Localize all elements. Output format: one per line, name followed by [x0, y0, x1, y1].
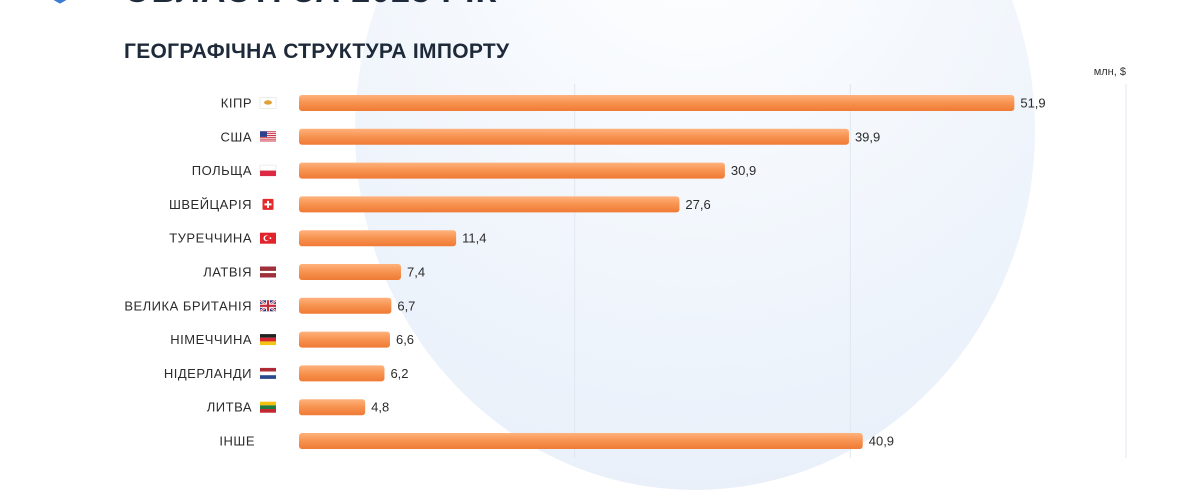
bar-row: ЛАТВІЯ 7,4: [203, 264, 425, 280]
poland-flag-icon: [259, 164, 277, 177]
bar: [299, 128, 849, 145]
germany-flag-icon: [260, 334, 276, 346]
usa-flag-icon: [260, 131, 276, 143]
bar-row: ЛИТВА 4,8: [207, 399, 389, 416]
bar-row: ВЕЛИКА БРИТАНІЯ 6,7: [124, 297, 415, 314]
category-label: ТУРЕЧЧИНА: [169, 231, 252, 246]
bar-row: ПОЛЬЩА 30,9: [192, 162, 756, 179]
value-label: 30,9: [731, 163, 756, 178]
bar-chart: КІПР 51,9 США 39,9 ПОЛЬЩА 30,9 ШВЕЙЦАРІЯ 27,6 ТУ…: [124, 84, 1127, 458]
bar: [299, 230, 457, 247]
netherlands-flag-icon: [259, 367, 277, 379]
bar-row: НІМЕЧЧИНА 6,6: [170, 331, 414, 348]
value-label: 27,6: [685, 197, 710, 212]
category-label: ЛИТВА: [207, 400, 252, 415]
value-label: 51,9: [1020, 96, 1045, 111]
value-label: 7,4: [407, 265, 425, 280]
value-label: 4,8: [371, 400, 389, 415]
category-label: НІДЕРЛАНДИ: [164, 366, 252, 381]
bar: [299, 264, 401, 280]
lithuania-flag-icon: [260, 401, 276, 413]
bar: [299, 297, 392, 314]
value-label: 6,6: [396, 332, 414, 347]
bar-row: ТУРЕЧЧИНА 11,4: [169, 230, 486, 247]
bar: [299, 162, 725, 179]
category-label: ЛАТВІЯ: [203, 265, 252, 280]
bar: [299, 196, 680, 213]
category-label: ШВЕЙЦАРІЯ: [169, 197, 252, 212]
bar: [299, 331, 390, 348]
bar-row: ШВЕЙЦАРІЯ 27,6: [169, 196, 711, 213]
value-label: 40,9: [869, 434, 894, 449]
switzerland-flag-icon: [262, 198, 274, 210]
turkey-flag-icon: [260, 232, 276, 244]
cyprus-flag-icon: [259, 97, 277, 109]
bar: [299, 433, 863, 449]
chart-title: ГЕОГРАФІЧНА СТРУКТУРА ІМПОРТУ: [124, 40, 510, 63]
bar-row: США 39,9: [221, 128, 880, 145]
bar: [299, 399, 366, 416]
bar: [299, 365, 385, 382]
value-label: 39,9: [855, 129, 880, 144]
value-label: 11,4: [462, 231, 486, 246]
uk-flag-icon: [259, 299, 277, 313]
page-heading: ОБЛАСТІ ЗА 2023 РІК: [124, 0, 497, 11]
category-label: КІПР: [221, 96, 252, 111]
latvia-flag-icon: [260, 266, 276, 278]
category-label: ІНШЕ: [219, 434, 255, 449]
bar-row: НІДЕРЛАНДИ 6,2: [164, 365, 409, 382]
value-label: 6,7: [397, 298, 415, 313]
category-label: ПОЛЬЩА: [192, 163, 252, 178]
bar-row: КІПР 51,9: [221, 95, 1046, 111]
bar-row: ІНШЕ 40,9: [219, 433, 894, 449]
unit-label: млн, $: [1093, 66, 1126, 78]
bar: [299, 95, 1015, 111]
category-label: ВЕЛИКА БРИТАНІЯ: [124, 298, 252, 313]
category-label: НІМЕЧЧИНА: [170, 332, 252, 347]
category-label: США: [221, 129, 252, 144]
value-label: 6,2: [390, 366, 408, 381]
